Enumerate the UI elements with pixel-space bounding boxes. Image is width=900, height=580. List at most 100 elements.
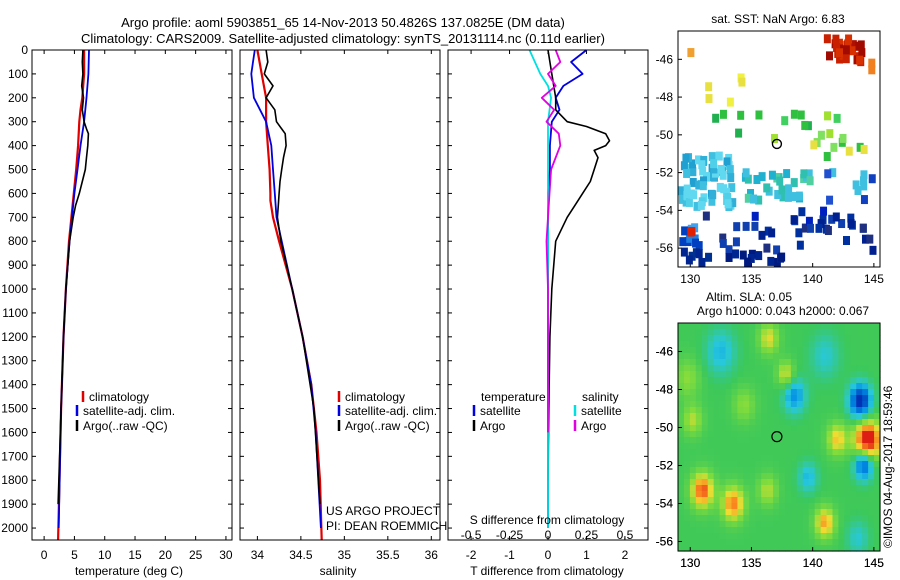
sst-pixel (805, 169, 813, 179)
sla-cell (844, 401, 851, 408)
sla-cell (749, 515, 756, 522)
sla-cell (808, 443, 816, 450)
sst-pixel (685, 255, 693, 265)
sst-pixel (856, 142, 864, 152)
sla-cell (832, 365, 840, 372)
sla-cell (862, 515, 869, 522)
sla-cell (850, 413, 857, 420)
sla-cell (850, 395, 857, 402)
sla-cell (737, 407, 744, 414)
sla-cell (850, 461, 857, 468)
sla-cell (874, 461, 881, 468)
sla-cell (689, 521, 697, 528)
sst-pixel (719, 238, 727, 248)
sla-cell (743, 425, 750, 432)
sst-pixel (842, 45, 850, 55)
sst-pixel (790, 215, 798, 225)
sla-cell (761, 521, 768, 528)
sla-cell (773, 539, 780, 546)
sla-cell (814, 413, 822, 420)
sla-cell (767, 461, 774, 468)
sla-cell (701, 371, 709, 378)
sla-cell (731, 329, 739, 336)
sla-cell (802, 383, 810, 390)
sla-cell (790, 323, 798, 330)
sla-cell (796, 353, 804, 360)
sla-cell (725, 479, 733, 486)
sla-cell (767, 425, 774, 432)
sla-cell (743, 467, 750, 474)
sla-cell (719, 431, 727, 438)
sst-pixel (776, 176, 784, 186)
difference-xtick-label: -1 (504, 548, 515, 562)
sla-cell (832, 419, 840, 426)
sla-cell (832, 497, 840, 504)
sla-cell (808, 479, 816, 486)
sla-cell (678, 437, 685, 444)
sla-cell (862, 509, 869, 516)
sla-cell (713, 491, 721, 498)
sla-cell (767, 437, 774, 444)
sla-cell (755, 473, 762, 480)
sla-cell (790, 425, 798, 432)
sla-cell (773, 503, 780, 510)
sla-cell (773, 359, 780, 366)
sla-cell (802, 545, 810, 552)
sla-cell (678, 401, 685, 408)
sla-cell (844, 503, 851, 510)
sla-cell (784, 461, 792, 468)
sla-cell (862, 545, 869, 552)
sla-map-overlay-ytick-label: -56 (656, 535, 674, 549)
sla-cell (713, 389, 721, 396)
sla-map-xtick-label: 130 (680, 556, 700, 570)
legend-satellite-label: satellite-adj. clim. (345, 404, 437, 418)
sla-cell (820, 341, 828, 348)
sla-cell (796, 377, 804, 384)
sla-cell (761, 329, 768, 336)
sla-cell (808, 353, 816, 360)
sla-cell (790, 497, 798, 504)
sla-cell (713, 323, 721, 330)
sla-cell (689, 383, 697, 390)
sla-cell (874, 449, 881, 456)
sla-cell (767, 521, 774, 528)
sla-cell (874, 443, 881, 450)
sla-cell (755, 407, 762, 414)
sla-cell (731, 479, 739, 486)
sst-pixel (830, 142, 838, 152)
sst-pixel (729, 198, 737, 208)
sla-cell (719, 395, 727, 402)
sla-cell (826, 437, 834, 444)
sst-pixel (845, 34, 853, 44)
sla-cell (767, 443, 774, 450)
sla-cell (832, 335, 840, 342)
sla-cell (826, 419, 834, 426)
sla-cell (814, 461, 822, 468)
sla-cell (862, 401, 869, 408)
sla-cell (701, 443, 709, 450)
sla-cell (749, 413, 756, 420)
sla-cell (784, 377, 792, 384)
sla-cell (731, 425, 739, 432)
sla-cell (838, 443, 845, 450)
temperature-xlabel: temperature (deg C) (75, 564, 183, 578)
sla-cell (850, 407, 857, 414)
sst-pixel (697, 200, 705, 210)
sst-pixel (751, 211, 759, 221)
sla-cell (838, 515, 845, 522)
sst-pixel (698, 257, 706, 267)
sla-cell (814, 527, 822, 534)
sla-cell (683, 329, 691, 336)
sst-pixel (773, 245, 781, 255)
temperature-legend: climatology satellite-adj. clim. Argo(..… (75, 390, 175, 433)
sla-cell (683, 521, 691, 528)
sst-pixel (725, 245, 733, 255)
sla-cell (713, 485, 721, 492)
sla-cell (737, 371, 744, 378)
sla-cell (755, 455, 762, 462)
sla-cell (701, 359, 709, 366)
sla-cell (814, 425, 822, 432)
sla-cell (808, 323, 816, 330)
sla-cell (737, 473, 744, 480)
sla-cell (701, 533, 709, 540)
